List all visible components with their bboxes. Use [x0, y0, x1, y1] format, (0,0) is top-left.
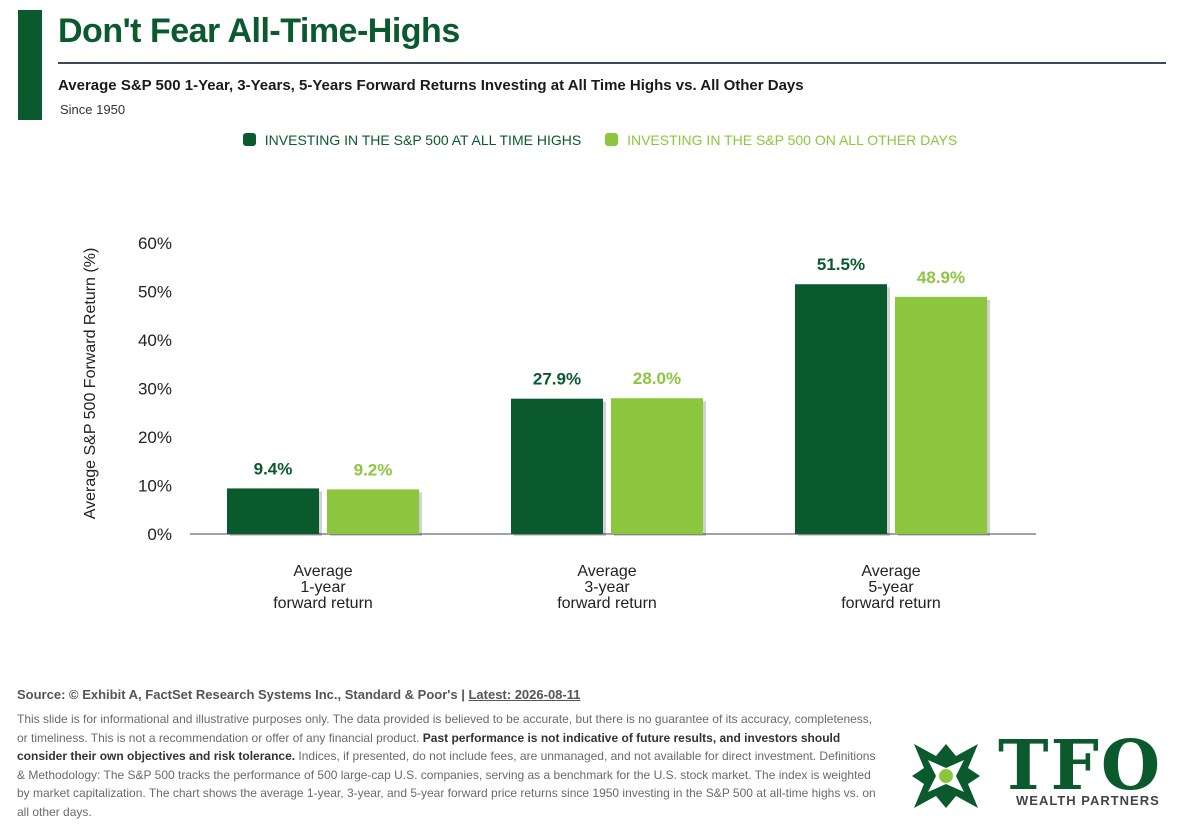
title-accent-bar	[18, 10, 42, 120]
bar-ath-2	[511, 398, 603, 534]
legend-swatch-ath	[242, 133, 256, 146]
y-tick-label: 40%	[138, 331, 172, 350]
data-label: 51.5%	[817, 255, 865, 274]
title-divider	[58, 62, 1166, 64]
x-category-label: 1-year	[300, 579, 346, 596]
bar-chart: Average S&P 500 Forward Return (%) 0% 10% 2…	[82, 234, 1036, 612]
disclaimer-bold: Past performance is not indicative of fu…	[17, 730, 841, 764]
x-category-label: forward return	[273, 595, 373, 612]
y-tick-label: 50%	[138, 283, 172, 302]
bar-ath-1	[227, 488, 319, 534]
page-title: Don't Fear All-Time-Highs	[58, 12, 460, 50]
x-category-label: Average	[861, 563, 920, 580]
bar-other-3	[895, 296, 987, 534]
x-category-label: forward return	[557, 595, 657, 612]
data-label: 28.0%	[633, 369, 681, 388]
y-tick-label: 60%	[138, 234, 172, 253]
bar-other-2	[611, 398, 703, 534]
legend-item-other: INVESTING IN THE S&P 500 ON ALL OTHER DA…	[605, 132, 957, 148]
x-category-label: Average	[293, 563, 352, 580]
chart-subtitle: Average S&P 500 1-Year, 3-Years, 5-Years…	[58, 77, 804, 94]
y-axis-label: Average S&P 500 Forward Return (%)	[82, 248, 99, 520]
x-category-label: forward return	[841, 595, 941, 612]
data-label: 27.9%	[533, 370, 581, 389]
legend-item-ath: INVESTING IN THE S&P 500 AT ALL TIME HIG…	[242, 132, 582, 148]
tfo-logo: TFO WEALTH PARTNERS	[906, 726, 1196, 813]
disclaimer-text-1: This slide is for informational and illu…	[17, 712, 873, 745]
disclaimer: This slide is for informational and illu…	[17, 710, 877, 821]
source-line: Source: © Exhibit A, FactSet Research Sy…	[17, 687, 580, 702]
y-tick-label: 10%	[138, 477, 172, 496]
x-category-label: 5-year	[868, 579, 914, 596]
y-tick-label: 0%	[147, 525, 172, 544]
logo-subtext: WEALTH PARTNERS	[1016, 793, 1160, 808]
disclaimer-text-2: Indices, if presented, do not include fe…	[17, 749, 876, 819]
logo-wordmark: TFO	[998, 726, 1163, 806]
data-label: 9.2%	[354, 460, 393, 479]
source-text: Source: © Exhibit A, FactSet Research Sy…	[17, 687, 469, 702]
bar-other-1	[327, 489, 419, 534]
legend-swatch-other	[605, 133, 619, 146]
chart-legend: INVESTING IN THE S&P 500 AT ALL TIME HIG…	[0, 132, 1200, 148]
data-label: 9.4%	[254, 459, 293, 478]
latest-date-link[interactable]: Latest: 2026-08-11	[468, 687, 581, 702]
x-category-label: 3-year	[584, 579, 630, 596]
bar-ath-3	[795, 284, 887, 534]
data-label: 48.9%	[917, 268, 965, 287]
y-tick-label: 20%	[138, 428, 172, 447]
x-category-label: Average	[577, 563, 636, 580]
legend-label-other: INVESTING IN THE S&P 500 ON ALL OTHER DA…	[627, 132, 958, 148]
tfo-star-icon	[912, 744, 980, 808]
since-note: Since 1950	[60, 102, 126, 117]
legend-label-ath: INVESTING IN THE S&P 500 AT ALL TIME HIG…	[264, 132, 582, 148]
y-tick-label: 30%	[138, 380, 172, 399]
